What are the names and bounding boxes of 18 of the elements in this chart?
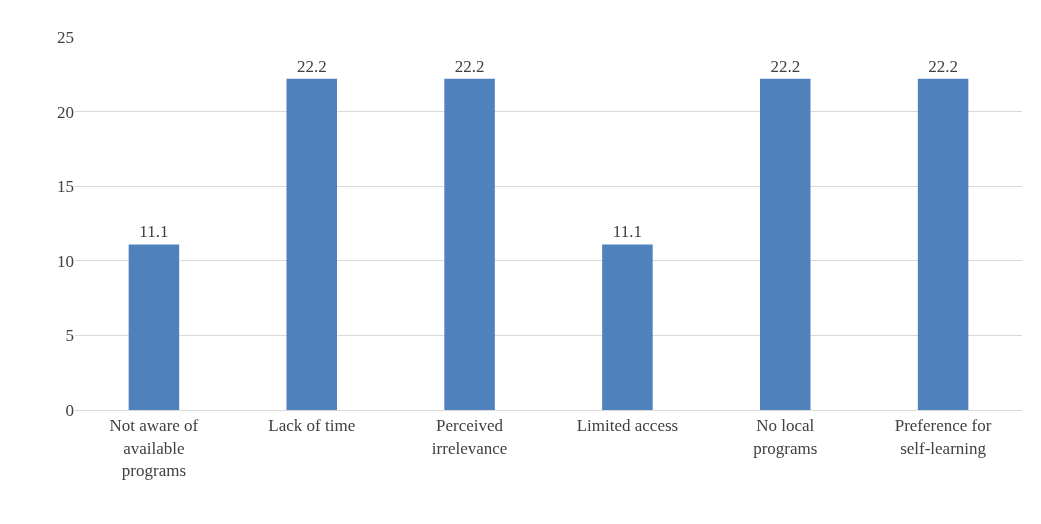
y-tick-label: 0 xyxy=(65,400,74,420)
x-tick-label: Limited access xyxy=(576,416,679,436)
y-tick-label: 15 xyxy=(57,177,74,197)
data-label: 22.2 xyxy=(928,56,958,76)
x-tick-label: Lack of time xyxy=(268,416,356,436)
y-tick-label: 25 xyxy=(57,27,74,47)
data-label: 11.1 xyxy=(139,222,169,242)
x-tick-label: Preference for self-learning xyxy=(894,416,992,458)
x-tick-label: Perceived irrelevance xyxy=(431,416,508,458)
y-tick-label: 10 xyxy=(57,251,74,271)
x-tick-label: No local programs xyxy=(753,416,818,458)
data-label: 11.1 xyxy=(612,222,642,242)
y-tick-label: 5 xyxy=(65,326,74,346)
data-label: 22.2 xyxy=(296,56,327,76)
y-tick-label: 20 xyxy=(57,102,74,122)
data-label: 22.2 xyxy=(770,56,801,76)
x-tick-label: Not aware of available programs xyxy=(109,416,199,480)
data-label: 22.2 xyxy=(454,56,485,76)
